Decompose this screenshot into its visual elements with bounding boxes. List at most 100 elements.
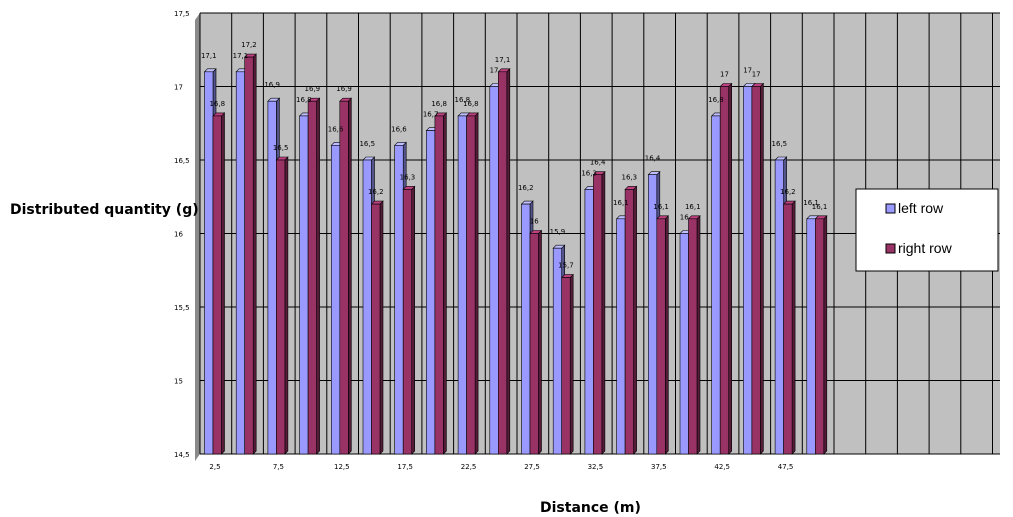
bar-side-right	[791, 200, 796, 455]
data-label-left: 16,7	[423, 111, 439, 119]
bar-left	[584, 189, 594, 455]
bar-right	[656, 218, 666, 455]
y-tick-label: 17,5	[174, 10, 190, 18]
bar-left	[774, 159, 784, 455]
bar-side-right	[728, 82, 733, 455]
data-labels: 17,1 16,8 17,1 17,2 16,9 16,5 16,8 16,9 16,6 16,9…	[201, 41, 827, 270]
x-tick-label: 2,5	[209, 463, 220, 471]
x-tick-label: 37,5	[651, 463, 667, 471]
bar-left	[489, 86, 499, 455]
data-label-left: 16,8	[296, 96, 312, 104]
bar-left	[679, 233, 689, 455]
x-tick-label: 42,5	[714, 463, 730, 471]
data-label-left: 17,1	[201, 52, 217, 60]
plot-side-wall	[195, 13, 200, 461]
legend-swatch-left-row	[885, 203, 896, 214]
y-tick-label: 15,5	[174, 304, 190, 312]
bar-left	[647, 174, 658, 455]
bar-right	[814, 218, 825, 455]
bar-left	[267, 100, 277, 455]
x-tick-label: 12,5	[334, 463, 350, 471]
data-label-right: 16,2	[780, 188, 796, 196]
bar-side-right	[823, 215, 828, 455]
bar-side-right	[601, 170, 606, 455]
bar-right	[466, 115, 476, 455]
bar-side-right	[664, 215, 669, 455]
data-label-left: 16,6	[328, 125, 344, 133]
data-label-right: 16,2	[368, 188, 384, 196]
data-label-right: 16	[530, 218, 539, 226]
y-tick-label: 16	[174, 231, 183, 239]
data-label-right: 17,1	[495, 56, 511, 64]
data-label-left: 16,5	[772, 140, 788, 148]
data-label-left: 16,8	[455, 96, 471, 104]
data-label-right: 16,8	[431, 100, 447, 108]
legend-label-right-row: right row	[898, 240, 953, 256]
bar-right	[561, 277, 571, 455]
data-label-left: 17	[490, 67, 499, 75]
data-label-left: 16,4	[645, 155, 661, 163]
y-axis-ticks: 14,5 15 15,5 16 16,5 17 17,5	[174, 10, 190, 459]
bar-side-right	[474, 112, 479, 455]
legend-box	[855, 188, 999, 272]
bars	[203, 53, 828, 455]
bar-right	[624, 189, 634, 455]
data-label-right: 16,1	[812, 203, 828, 211]
x-tick-label: 32,5	[588, 463, 604, 471]
bar-side-right	[696, 215, 701, 455]
bar-side-right	[411, 185, 416, 455]
bar-left	[457, 115, 467, 455]
bar-right	[783, 203, 793, 455]
bar-left	[426, 130, 436, 455]
data-label-left: 16,1	[803, 199, 819, 207]
x-axis-ticks: 2,5 7,5 12,5 17,5 22,5 27,5 32,5 37,5 42,5 47,5	[209, 463, 793, 471]
y-tick-label: 14,5	[174, 451, 190, 459]
data-label-left: 16	[680, 214, 689, 222]
data-label-right: 15,7	[558, 262, 574, 270]
bar-right	[593, 174, 603, 455]
bar-right	[402, 189, 413, 455]
data-label-left: 16,2	[518, 184, 534, 192]
data-label-right: 16,8	[463, 100, 479, 108]
bar-right	[751, 86, 761, 455]
data-label-left: 17,1	[233, 52, 249, 60]
y-tick-label: 15	[174, 378, 183, 386]
x-tick-label: 17,5	[397, 463, 413, 471]
y-axis-title: Distributed quantity (g)	[10, 202, 199, 218]
data-label-right: 17,2	[241, 41, 257, 49]
bar-side-right	[443, 112, 447, 455]
bar-right	[371, 203, 381, 455]
data-label-right: 16,1	[685, 203, 701, 211]
data-label-left: 15,9	[550, 228, 566, 236]
data-label-right: 16,9	[336, 85, 352, 93]
bar-left	[204, 71, 214, 455]
bar-left	[806, 218, 816, 455]
bar-right	[339, 100, 349, 455]
data-label-left: 17	[743, 67, 752, 75]
data-label-right: 16,1	[653, 203, 669, 211]
bar-left	[552, 247, 563, 455]
data-label-left: 16,5	[359, 140, 375, 148]
x-tick-label: 7,5	[273, 463, 284, 471]
data-label-right: 16,4	[590, 159, 606, 167]
data-label-left: 16,1	[613, 199, 629, 207]
bar-side-right	[569, 273, 574, 455]
bar-left	[394, 145, 404, 455]
bar-side-right	[760, 82, 764, 455]
data-label-left: 16,6	[391, 125, 407, 133]
bar-right	[276, 159, 286, 455]
bar-left	[330, 145, 341, 455]
bar-left	[616, 218, 626, 455]
data-label-left: 16,8	[708, 96, 724, 104]
data-label-right: 16,3	[622, 173, 638, 181]
bar-left	[235, 71, 245, 455]
legend-swatch-right-row	[885, 243, 896, 254]
bar-side-right	[316, 97, 320, 455]
bar-right	[307, 100, 317, 455]
bar-side-right	[284, 156, 289, 455]
legend: left row right row	[855, 188, 999, 272]
bar-left	[743, 86, 753, 455]
bar-right	[497, 71, 508, 455]
data-label-right: 16,5	[273, 144, 289, 152]
